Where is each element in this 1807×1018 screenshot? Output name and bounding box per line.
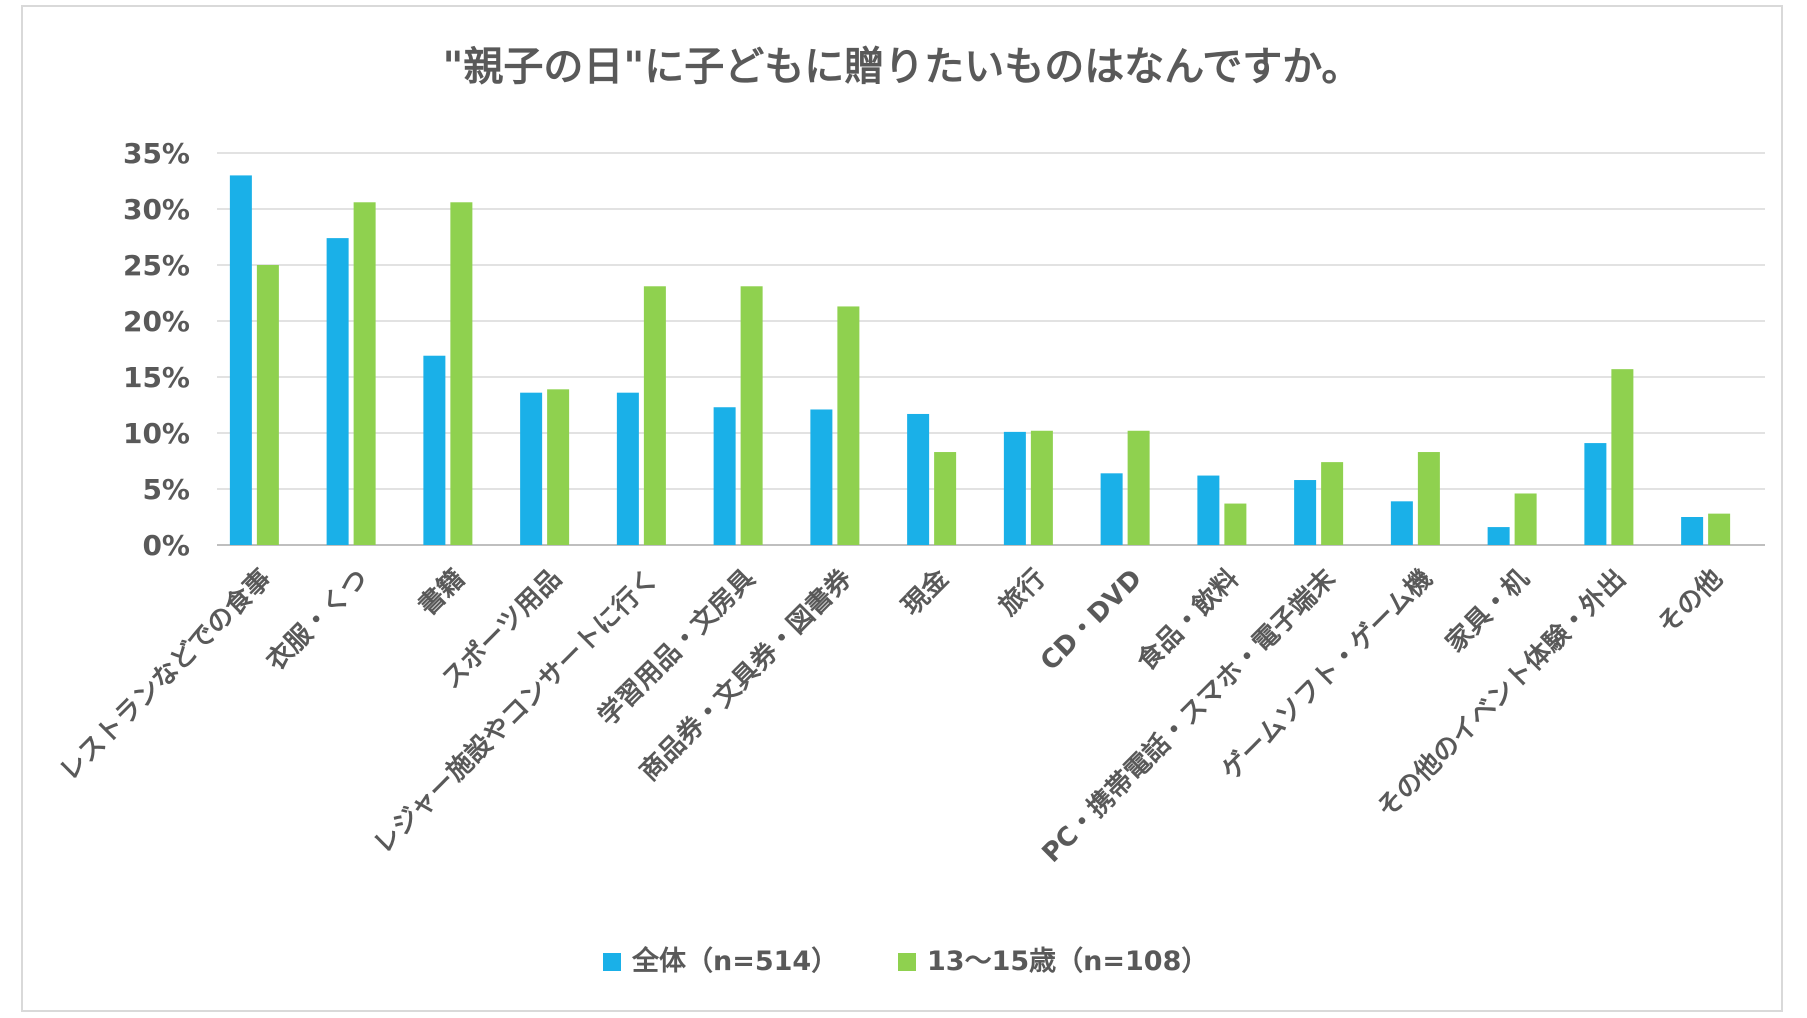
y-tick-label: 0%: [142, 529, 190, 562]
bar-all: [1584, 443, 1607, 545]
bar-all: [1100, 473, 1123, 545]
bar-13-15: [643, 286, 666, 545]
bar-all: [907, 413, 930, 545]
legend-swatch-13-15: [898, 953, 916, 971]
bar-13-15: [934, 452, 957, 545]
bar-all: [1197, 475, 1220, 545]
bar-all: [520, 392, 543, 545]
y-tick-label: 20%: [123, 305, 190, 338]
y-tick-label: 5%: [142, 473, 190, 506]
bar-13-15: [450, 202, 473, 545]
bar-all: [810, 409, 833, 545]
y-tick-label: 10%: [123, 417, 190, 450]
chart-frame: [21, 5, 1783, 1012]
bar-all: [1390, 501, 1413, 545]
bar-13-15: [1127, 430, 1150, 545]
bar-all: [1294, 480, 1317, 545]
y-axis-ticks: 0% 5% 10% 15% 20% 25% 30% 35%: [123, 137, 190, 562]
legend-label-13-15: 13～15歳（n=108）: [927, 946, 1208, 977]
bar-13-15: [256, 265, 279, 545]
bar-all: [1487, 527, 1510, 545]
bar-13-15: [353, 202, 376, 545]
bar-all: [616, 392, 639, 545]
bar-all: [229, 175, 252, 545]
bar-all: [326, 238, 349, 545]
bar-13-15: [740, 286, 763, 545]
bar-all: [1681, 517, 1704, 545]
y-tick-label: 25%: [123, 249, 190, 282]
legend: 全体（n=514） 13～15歳（n=108）: [603, 945, 1208, 977]
bar-13-15: [1708, 513, 1731, 545]
bars: [229, 175, 1731, 545]
bar-13-15: [1611, 369, 1634, 545]
bar-13-15: [1514, 493, 1537, 545]
chart-title: "親子の日"に子どもに贈りたいものはなんですか。: [443, 44, 1362, 90]
bar-13-15: [1224, 503, 1247, 545]
legend-swatch-all: [603, 953, 621, 971]
bar-13-15: [1030, 430, 1053, 545]
bar-13-15: [1321, 462, 1344, 545]
y-tick-label: 15%: [123, 361, 190, 394]
y-tick-label: 35%: [123, 137, 190, 170]
bar-all: [1003, 431, 1026, 545]
bar-13-15: [547, 389, 570, 545]
bar-all: [713, 407, 736, 545]
bar-13-15: [1417, 452, 1440, 545]
bar-all: [423, 355, 446, 545]
y-tick-label: 30%: [123, 193, 190, 226]
legend-label-all: 全体（n=514）: [631, 945, 838, 977]
bar-13-15: [837, 306, 860, 545]
